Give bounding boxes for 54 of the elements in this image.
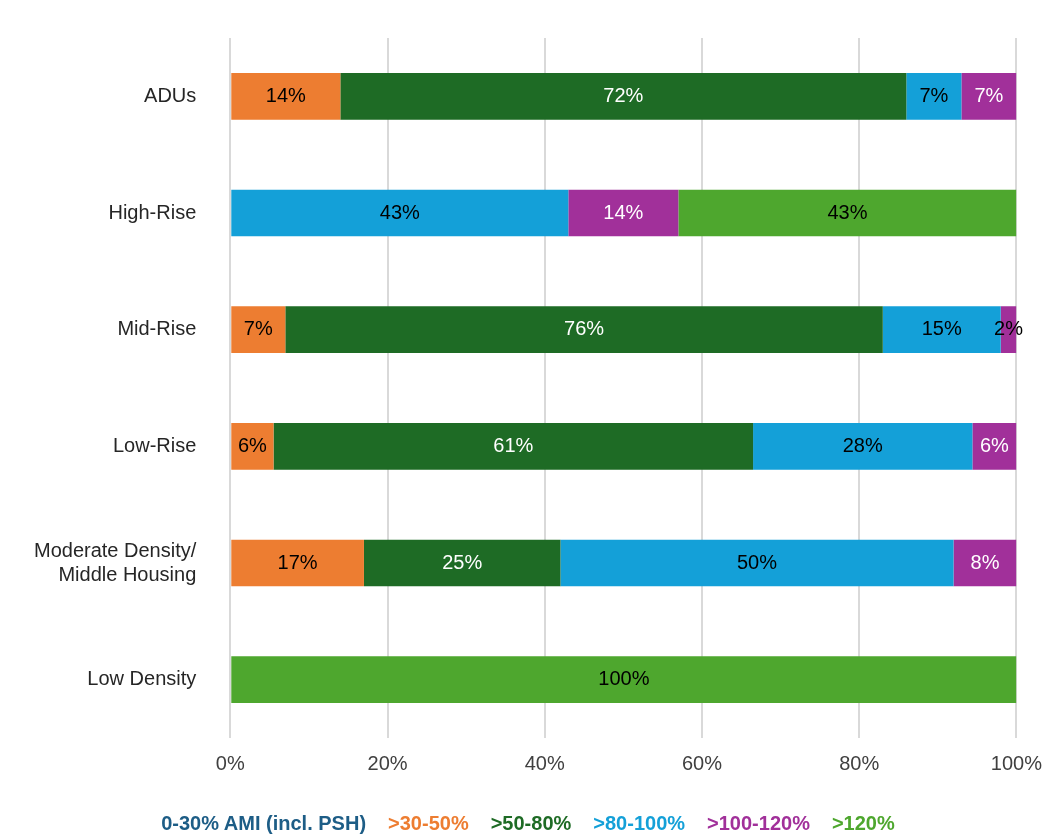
y-tick-label: ADUs xyxy=(144,83,197,106)
data-label: 50% xyxy=(736,550,778,573)
data-label: 61% xyxy=(493,433,534,456)
data-label: 14% xyxy=(603,200,644,223)
bar xyxy=(231,423,274,470)
data-label: 14% xyxy=(265,83,307,106)
y-tick-label: Mid-Rise xyxy=(117,317,197,340)
data-label: 72% xyxy=(603,83,644,106)
x-tick-label: 60% xyxy=(681,751,723,774)
x-tick-label: 80% xyxy=(839,751,880,774)
bar xyxy=(906,73,962,120)
bar xyxy=(285,306,883,353)
text: >80-100% xyxy=(593,812,686,834)
bar xyxy=(961,73,1017,120)
data-label: 6% xyxy=(237,433,268,456)
y-tick-label: Moderate Density/ Middle Housing xyxy=(34,538,197,585)
bar xyxy=(568,189,679,237)
y-tick-label: Low Density xyxy=(87,667,197,690)
y-tick-label: Low-Rise xyxy=(112,433,197,456)
bar xyxy=(231,73,341,120)
data-label: 6% xyxy=(979,433,1010,456)
legend-label: 0-30% AMI (incl. PSH) xyxy=(161,812,367,834)
data-label: 100% xyxy=(598,667,650,690)
data-label: 43% xyxy=(379,200,421,223)
data-label: 15% xyxy=(921,317,962,340)
bar xyxy=(273,423,754,470)
bar xyxy=(972,423,1017,470)
text: >30-50% xyxy=(388,812,469,834)
bar xyxy=(231,539,364,587)
x-tick-label: 40% xyxy=(524,751,565,774)
data-label: 8% xyxy=(970,550,1000,573)
data-label: 17% xyxy=(277,550,318,573)
data-label: 28% xyxy=(842,433,883,456)
x-tick-label: 100% xyxy=(990,751,1043,774)
text: >100-120% xyxy=(707,812,810,834)
x-tick-label: 0% xyxy=(215,751,245,774)
text: >120% xyxy=(831,812,895,834)
bar xyxy=(363,539,561,587)
data-label: 7% xyxy=(243,317,273,340)
y-tick-label: High-Rise xyxy=(108,200,197,223)
data-label: 7% xyxy=(974,83,1004,106)
data-label: 7% xyxy=(919,83,949,106)
bar xyxy=(340,73,907,120)
bar xyxy=(678,189,1017,237)
text: >50-80% xyxy=(490,812,572,834)
bar xyxy=(231,189,569,237)
bar xyxy=(231,306,286,353)
bar xyxy=(753,423,973,470)
bar xyxy=(560,539,954,587)
x-tick-label: 20% xyxy=(367,751,408,774)
data-label: 43% xyxy=(827,200,868,223)
data-label: 76% xyxy=(564,317,605,340)
data-label: 25% xyxy=(442,550,483,573)
bar xyxy=(231,656,1017,703)
